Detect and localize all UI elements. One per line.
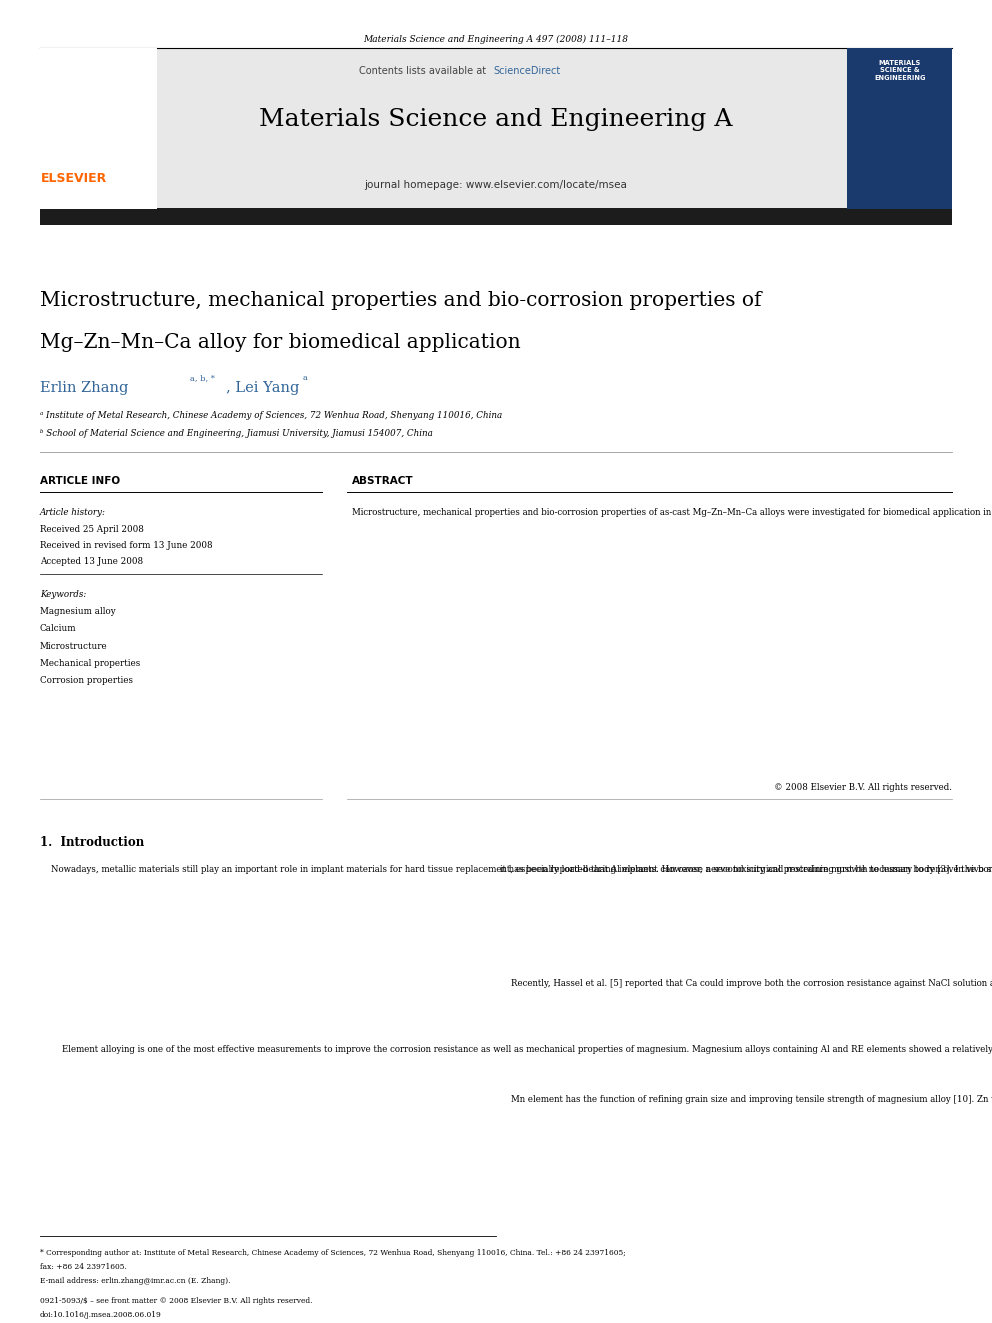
Text: © 2008 Elsevier B.V. All rights reserved.: © 2008 Elsevier B.V. All rights reserved… (775, 783, 952, 792)
Text: a: a (303, 374, 308, 382)
Bar (40, 208, 952, 225)
Text: MATERIALS
SCIENCE &
ENGINEERING: MATERIALS SCIENCE & ENGINEERING (874, 60, 926, 81)
Text: Calcium: Calcium (40, 624, 76, 634)
Text: Article history:: Article history: (40, 508, 106, 517)
Text: Microstructure: Microstructure (40, 642, 107, 651)
Text: a, b, *: a, b, * (190, 374, 215, 382)
Text: ELSEVIER: ELSEVIER (42, 172, 107, 185)
Text: it has been reported that Al element can cause nerve toxicity and restraining gr: it has been reported that Al element can… (500, 865, 992, 875)
Text: Erlin Zhang: Erlin Zhang (40, 381, 128, 396)
Text: Nowadays, metallic materials still play an important role in implant materials f: Nowadays, metallic materials still play … (40, 865, 992, 875)
Text: , Lei Yang: , Lei Yang (226, 381, 300, 396)
Text: ᵃ Institute of Metal Research, Chinese Academy of Sciences, 72 Wenhua Road, Shen: ᵃ Institute of Metal Research, Chinese A… (40, 411, 502, 421)
Text: Microstructure, mechanical properties and bio-corrosion properties of as-cast Mg: Microstructure, mechanical properties an… (352, 508, 992, 517)
Text: E-mail address: erlin.zhang@imr.ac.cn (E. Zhang).: E-mail address: erlin.zhang@imr.ac.cn (E… (40, 1277, 230, 1285)
Text: Recently, Hassel et al. [5] reported that Ca could improve both the corrosion re: Recently, Hassel et al. [5] reported tha… (500, 979, 992, 988)
Text: Magnesium alloy: Magnesium alloy (40, 607, 115, 617)
Text: Contents lists available at: Contents lists available at (359, 66, 489, 77)
Text: fax: +86 24 23971605.: fax: +86 24 23971605. (40, 1263, 127, 1271)
Text: ᵇ School of Material Science and Engineering, Jiamusi University, Jiamusi 154007: ᵇ School of Material Science and Enginee… (40, 429, 433, 438)
Text: journal homepage: www.elsevier.com/locate/msea: journal homepage: www.elsevier.com/locat… (365, 180, 627, 191)
Text: doi:10.1016/j.msea.2008.06.019: doi:10.1016/j.msea.2008.06.019 (40, 1311, 162, 1319)
Text: 1.  Introduction: 1. Introduction (40, 836, 144, 849)
Text: Mn element has the function of refining grain size and improving tensile strengt: Mn element has the function of refining … (500, 1095, 992, 1105)
Text: Microstructure, mechanical properties and bio-corrosion properties of: Microstructure, mechanical properties an… (40, 291, 761, 310)
Text: Corrosion properties: Corrosion properties (40, 676, 133, 685)
Text: ScienceDirect: ScienceDirect (493, 66, 560, 77)
Text: Mechanical properties: Mechanical properties (40, 659, 140, 668)
Bar (847, 48, 952, 209)
Text: Element alloying is one of the most effective measurements to improve the corros: Element alloying is one of the most effe… (40, 1045, 992, 1054)
Text: * Corresponding author at: Institute of Metal Research, Chinese Academy of Scien: * Corresponding author at: Institute of … (40, 1249, 625, 1257)
Bar (40, 48, 157, 209)
Text: Materials Science and Engineering A: Materials Science and Engineering A (259, 108, 733, 131)
Text: 0921-5093/$ – see front matter © 2008 Elsevier B.V. All rights reserved.: 0921-5093/$ – see front matter © 2008 El… (40, 1297, 312, 1304)
Text: Received in revised form 13 June 2008: Received in revised form 13 June 2008 (40, 541, 212, 550)
Text: ARTICLE INFO: ARTICLE INFO (40, 476, 120, 487)
Text: ABSTRACT: ABSTRACT (352, 476, 414, 487)
Text: Received 25 April 2008: Received 25 April 2008 (40, 525, 144, 534)
Text: Keywords:: Keywords: (40, 590, 86, 599)
Text: Materials Science and Engineering A 497 (2008) 111–118: Materials Science and Engineering A 497 … (363, 34, 629, 44)
Bar (40, 48, 952, 209)
Text: Accepted 13 June 2008: Accepted 13 June 2008 (40, 557, 143, 566)
Text: Mg–Zn–Mn–Ca alloy for biomedical application: Mg–Zn–Mn–Ca alloy for biomedical applica… (40, 333, 521, 352)
